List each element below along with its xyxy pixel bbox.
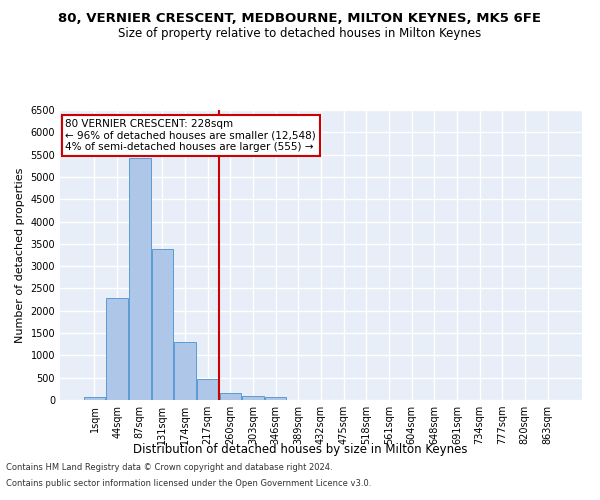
Text: Size of property relative to detached houses in Milton Keynes: Size of property relative to detached ho… bbox=[118, 28, 482, 40]
Bar bbox=[84, 397, 105, 400]
Bar bbox=[175, 342, 196, 400]
Bar bbox=[129, 158, 151, 400]
Bar bbox=[242, 396, 264, 400]
Bar bbox=[265, 397, 286, 400]
Bar bbox=[106, 298, 128, 400]
Bar bbox=[152, 249, 173, 400]
Text: Contains HM Land Registry data © Crown copyright and database right 2024.: Contains HM Land Registry data © Crown c… bbox=[6, 464, 332, 472]
Text: 80, VERNIER CRESCENT, MEDBOURNE, MILTON KEYNES, MK5 6FE: 80, VERNIER CRESCENT, MEDBOURNE, MILTON … bbox=[59, 12, 542, 26]
Text: Distribution of detached houses by size in Milton Keynes: Distribution of detached houses by size … bbox=[133, 442, 467, 456]
Bar bbox=[220, 393, 241, 400]
Bar bbox=[197, 378, 218, 400]
Y-axis label: Number of detached properties: Number of detached properties bbox=[15, 168, 25, 342]
Text: 80 VERNIER CRESCENT: 228sqm
← 96% of detached houses are smaller (12,548)
4% of : 80 VERNIER CRESCENT: 228sqm ← 96% of det… bbox=[65, 118, 316, 152]
Text: Contains public sector information licensed under the Open Government Licence v3: Contains public sector information licen… bbox=[6, 478, 371, 488]
